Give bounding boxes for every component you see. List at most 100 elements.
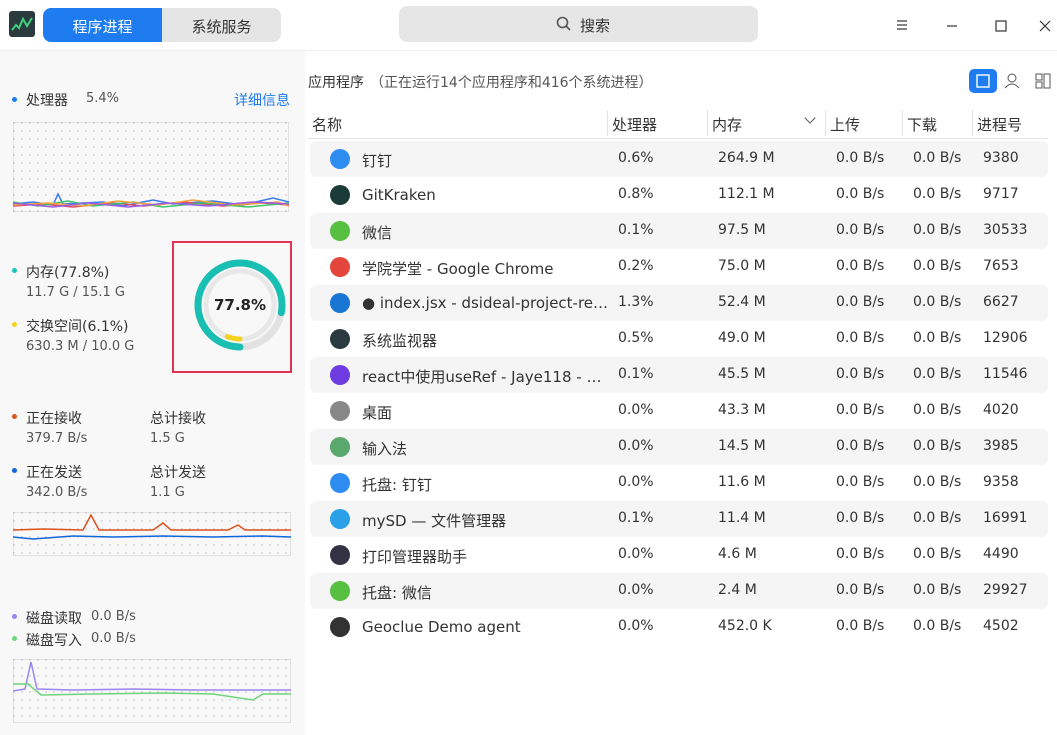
search-icon bbox=[556, 16, 571, 31]
cell: 0.1% bbox=[618, 222, 654, 238]
column-header[interactable]: 名称 bbox=[312, 116, 343, 134]
cpu-value: 5.4% bbox=[86, 91, 120, 106]
memory-label: 内存(77.8%) bbox=[26, 265, 110, 281]
window-controls[interactable] bbox=[890, 14, 1055, 38]
table-row[interactable] bbox=[310, 537, 1048, 573]
cpu-label: 处理器 bbox=[26, 93, 68, 109]
column-header[interactable]: 下载 bbox=[907, 116, 938, 134]
cell: 0.0% bbox=[618, 618, 654, 634]
table-row[interactable] bbox=[310, 465, 1048, 501]
cell: 3985 bbox=[983, 438, 1019, 454]
cell: 0.8% bbox=[618, 186, 654, 202]
cell: 0.0% bbox=[618, 582, 654, 598]
app-name: react中使用useRef - Jaye118 - … bbox=[362, 368, 602, 386]
table-row[interactable] bbox=[310, 321, 1048, 357]
tab-active[interactable] bbox=[43, 8, 162, 42]
app-icon bbox=[330, 509, 350, 529]
cell: 0.0 B/s bbox=[836, 330, 885, 346]
disk-graph bbox=[13, 659, 291, 723]
net-value: 1.5 G bbox=[150, 431, 185, 446]
cell: 0.0 B/s bbox=[836, 618, 885, 634]
column-header[interactable]: 内存 bbox=[712, 116, 743, 134]
app-name: 打印管理器助手 bbox=[362, 548, 468, 566]
view-switch[interactable] bbox=[968, 68, 1056, 94]
net-value: 342.0 B/s bbox=[26, 485, 88, 500]
cell: 0.0 B/s bbox=[836, 474, 885, 490]
cell: 0.0 B/s bbox=[836, 366, 885, 382]
cell: 112.1 M bbox=[718, 186, 775, 202]
cell: 43.3 M bbox=[718, 402, 766, 418]
cell: 0.0 B/s bbox=[913, 330, 962, 346]
app-name: 系统监视器 bbox=[362, 332, 438, 350]
app-icon bbox=[330, 365, 350, 385]
cell: 75.0 M bbox=[718, 258, 766, 274]
cell: 4502 bbox=[983, 618, 1019, 634]
table-row[interactable] bbox=[310, 141, 1048, 177]
search-label[interactable]: 搜索 bbox=[580, 17, 611, 35]
column-divider bbox=[607, 110, 608, 136]
cell: 1.3% bbox=[618, 294, 654, 310]
table-row[interactable] bbox=[310, 573, 1048, 609]
legend-dot bbox=[12, 614, 17, 619]
table-row[interactable] bbox=[310, 429, 1048, 465]
column-header[interactable]: 上传 bbox=[830, 116, 861, 134]
column-header[interactable]: 处理器 bbox=[612, 116, 658, 134]
cell: 0.0 B/s bbox=[836, 438, 885, 454]
cell: 0.0 B/s bbox=[836, 222, 885, 238]
table-row[interactable] bbox=[310, 249, 1048, 285]
app-name: 学院学堂 - Google Chrome bbox=[362, 260, 554, 278]
tab-label[interactable]: 系统服务 bbox=[191, 18, 252, 36]
disk-label: 磁盘读取 bbox=[26, 611, 82, 627]
table-row[interactable] bbox=[310, 213, 1048, 249]
app-icon bbox=[330, 257, 350, 277]
tab[interactable] bbox=[162, 8, 281, 42]
cell: 0.1% bbox=[618, 366, 654, 382]
tab-label[interactable]: 程序进程 bbox=[72, 18, 133, 36]
cell: 30533 bbox=[983, 222, 1028, 238]
table-row[interactable] bbox=[310, 357, 1048, 393]
table-row[interactable] bbox=[310, 501, 1048, 537]
app-icon bbox=[330, 473, 350, 493]
app-icon bbox=[330, 581, 350, 601]
cell: 0.0 B/s bbox=[836, 510, 885, 526]
cell: 0.0 B/s bbox=[913, 510, 962, 526]
table-subtitle: （正在运行14个应用程序和416个系统进程） bbox=[370, 75, 653, 91]
table-row[interactable] bbox=[310, 177, 1048, 213]
disk-value: 0.0 B/s bbox=[91, 609, 136, 624]
table-row[interactable] bbox=[310, 393, 1048, 429]
search-box[interactable] bbox=[399, 6, 758, 42]
cell: 0.0 B/s bbox=[836, 258, 885, 274]
cell: 4020 bbox=[983, 402, 1019, 418]
cell: 9358 bbox=[983, 474, 1019, 490]
cell: 452.0 K bbox=[718, 618, 772, 634]
legend-dot bbox=[12, 97, 17, 102]
cell: 29927 bbox=[983, 582, 1028, 598]
disk-value: 0.0 B/s bbox=[91, 631, 136, 646]
cell: 0.0 B/s bbox=[913, 402, 962, 418]
table-row[interactable] bbox=[310, 609, 1048, 645]
cell: 7653 bbox=[983, 258, 1019, 274]
legend-dot bbox=[12, 468, 17, 473]
cell: 0.0 B/s bbox=[836, 582, 885, 598]
table-row[interactable] bbox=[310, 285, 1048, 321]
disk-label: 磁盘写入 bbox=[26, 633, 82, 649]
app-icon bbox=[330, 185, 350, 205]
detail-link[interactable]: 详细信息 bbox=[234, 93, 290, 109]
app-name: 钉钉 bbox=[362, 152, 393, 170]
net-label: 正在接收 bbox=[26, 411, 82, 427]
cell: 0.0 B/s bbox=[913, 222, 962, 238]
cell: 0.0 B/s bbox=[913, 150, 962, 166]
column-header[interactable]: 进程号 bbox=[977, 116, 1023, 134]
memory-ring bbox=[194, 259, 286, 351]
swap-detail: 630.3 M / 10.0 G bbox=[26, 339, 135, 354]
cell: 0.1% bbox=[618, 510, 654, 526]
app-icon bbox=[9, 11, 35, 37]
cell: 0.0 B/s bbox=[913, 258, 962, 274]
app-name: 托盘: 微信 bbox=[362, 584, 432, 602]
app-icon bbox=[330, 149, 350, 169]
highlight-box bbox=[172, 241, 292, 373]
cell: 0.0 B/s bbox=[836, 186, 885, 202]
cell: 11.6 M bbox=[718, 474, 766, 490]
cell: 2.4 M bbox=[718, 582, 757, 598]
